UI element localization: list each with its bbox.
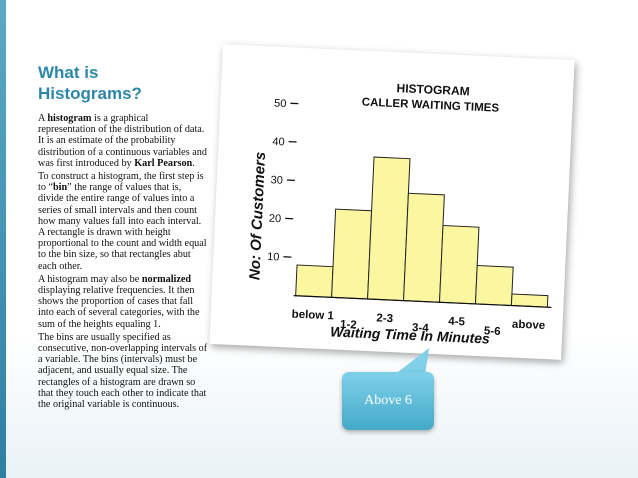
x-tick-label-2: 2-3 [376, 312, 393, 325]
y-tick-label-40: 40 [272, 136, 285, 149]
p3-text-c: displaying relative frequencies. It then… [38, 285, 200, 330]
p1-text-c: is a graphical representation of the dis… [38, 113, 207, 169]
x-tick-label-1: 1-2 [340, 319, 357, 332]
x-tick-label-4: 4-5 [448, 316, 466, 329]
figure-title-line-1: HISTOGRAM [396, 81, 470, 98]
histogram-bar-5 [474, 265, 514, 307]
histogram-bar-0 [295, 264, 334, 298]
y-axis-label: No: Of Customers [246, 151, 269, 280]
histogram-chart: HISTOGRAM CALLER WAITING TIMES No: Of Cu… [246, 81, 552, 347]
body-text: A histogram is a graphical representatio… [38, 113, 208, 412]
p1-term-histogram: histogram [47, 113, 92, 124]
x-tick-label-0: below 1 [291, 309, 334, 323]
x-tick-label-3: 3-4 [412, 322, 430, 335]
paragraph-3: A histogram may also be normalized displ… [38, 274, 208, 330]
paragraph-1: A histogram is a graphical representatio… [38, 113, 208, 169]
x-axis-line [293, 295, 552, 308]
y-tick-label-10: 10 [267, 251, 280, 264]
x-axis-label: Waiting Time In Minutes [330, 323, 490, 346]
p3-term-normalized: normalized [141, 273, 192, 285]
p2-term-bin: bin [53, 182, 68, 194]
p1-term-karl-pearson: Karl Pearson [134, 157, 193, 169]
p1-text-e: . [192, 157, 195, 169]
histogram-bar-4 [438, 225, 480, 305]
y-tick-label-50: 50 [274, 98, 287, 111]
title-line-1: What is [38, 63, 99, 82]
callout-label: Above 6 [364, 393, 412, 408]
y-tick-label-20: 20 [269, 213, 282, 226]
x-tick-label-6: above [512, 319, 546, 332]
x-tick-label-5: 5-6 [484, 325, 501, 338]
slide-title: What is Histograms? [38, 62, 208, 104]
title-line-2: Histograms? [38, 84, 142, 103]
p3-text-a: A histogram may also be [38, 273, 142, 285]
accent-bar [0, 0, 6, 478]
paragraph-2: To construct a histogram, the first step… [38, 171, 208, 272]
histogram-bar-3 [403, 192, 445, 303]
figure-title-line-2: CALLER WAITING TIMES [362, 97, 500, 115]
paragraph-4: The bins are usually specified as consec… [38, 331, 208, 411]
histogram-figure: HISTOGRAM CALLER WAITING TIMES No: Of Cu… [209, 44, 575, 360]
y-tick-label-30: 30 [270, 174, 283, 187]
p2-text-c: ” the range of values that is, divide th… [38, 182, 207, 272]
p1-text-a: A [38, 113, 48, 124]
p2-text-a: To construct a histogram, the first step… [38, 171, 204, 194]
histogram-bar-2 [367, 156, 411, 302]
histogram-bar-1 [331, 208, 373, 300]
callout-above-6: Above 6 [342, 372, 434, 430]
